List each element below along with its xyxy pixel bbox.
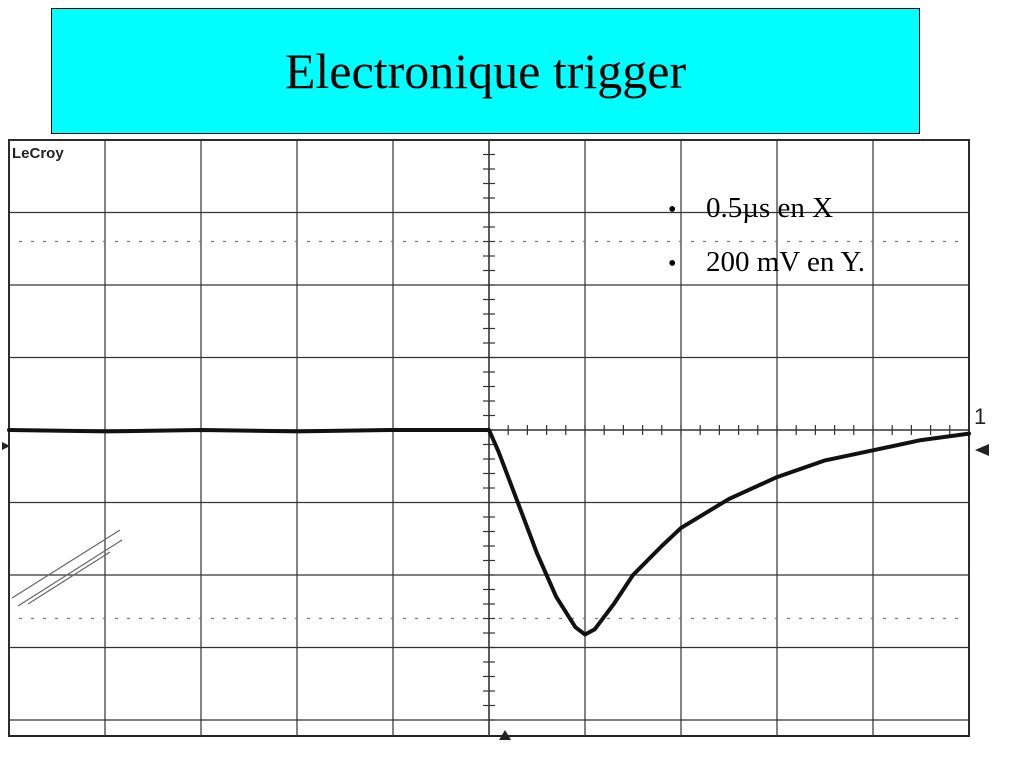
trigger-marker-icon: [499, 730, 511, 740]
slide-title: Electronique trigger: [284, 43, 687, 99]
channel-marker: 1: [974, 404, 986, 429]
settings-item-y: • 200 mV en Y.: [668, 246, 865, 300]
bullet-icon: •: [668, 251, 677, 277]
title-box: Electronique trigger: [51, 8, 920, 134]
center-axis-ticks: [483, 153, 951, 721]
level-marker-right-icon: [975, 444, 989, 456]
settings-item-label: 200 mV en Y.: [706, 246, 865, 278]
signal-trace: [7, 428, 971, 637]
settings-item-x: • 0.5µs en X: [668, 192, 865, 246]
settings-list: • 0.5µs en X • 200 mV en Y.: [668, 192, 865, 300]
scratch-marks: [11, 529, 123, 607]
bullet-icon: •: [668, 197, 677, 223]
settings-item-label: 0.5µs en X: [706, 192, 834, 224]
level-marker-left-icon: [2, 442, 10, 450]
scope-brand-label: LeCroy: [12, 145, 64, 162]
